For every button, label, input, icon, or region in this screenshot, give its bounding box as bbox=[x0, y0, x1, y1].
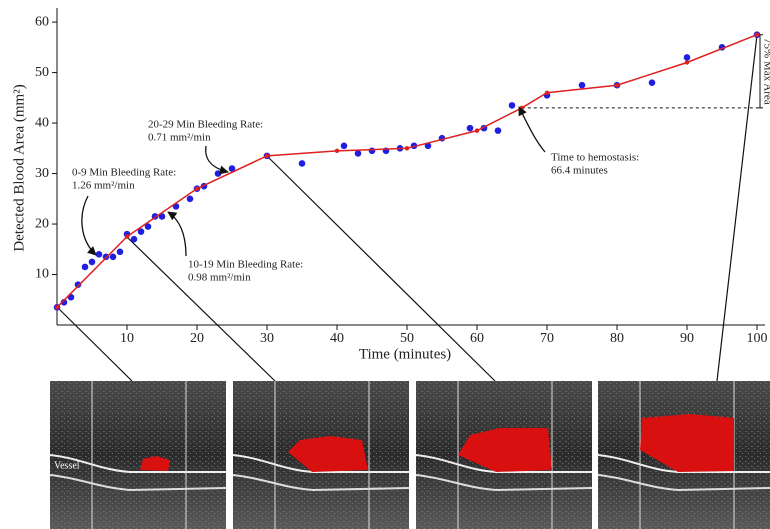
data-point bbox=[82, 264, 89, 271]
annotation: 66.4 minutes bbox=[551, 165, 608, 177]
x-tick-label: 70 bbox=[540, 331, 554, 346]
y-tick-label: 50 bbox=[35, 65, 49, 80]
y-tick-label: 30 bbox=[35, 166, 49, 181]
annotation-arrow bbox=[82, 196, 96, 255]
x-tick-label: 10 bbox=[120, 331, 134, 346]
x-tick-label: 80 bbox=[610, 331, 624, 346]
fit-vertex bbox=[335, 149, 339, 153]
fit-vertex bbox=[755, 33, 759, 37]
fit-vertex bbox=[125, 234, 129, 238]
annotation: 1.26 mm²/min bbox=[72, 180, 135, 192]
fit-vertex bbox=[55, 305, 59, 309]
annotation: 0.98 mm²/min bbox=[188, 272, 251, 284]
fit-vertex bbox=[265, 154, 269, 158]
x-tick-label: 30 bbox=[260, 331, 274, 346]
panel: Vessel bbox=[50, 381, 226, 529]
annotation-arrow bbox=[519, 107, 545, 152]
fit-vertex bbox=[475, 128, 479, 132]
chart: Vessel Time (minutes) Detected Blood Are… bbox=[0, 0, 770, 529]
x-tick-label: 40 bbox=[330, 331, 344, 346]
panel bbox=[416, 381, 592, 529]
x-tick-label: 100 bbox=[747, 331, 768, 346]
x-tick-label: 60 bbox=[470, 331, 484, 346]
x-tick-label: 90 bbox=[680, 331, 694, 346]
data-point bbox=[495, 127, 502, 134]
data-point bbox=[110, 254, 117, 261]
y-axis-title: Detected Blood Area (mm²) bbox=[11, 84, 27, 251]
fit-vertex bbox=[405, 146, 409, 150]
data-point bbox=[117, 248, 124, 255]
data-point bbox=[355, 150, 362, 157]
data-point bbox=[369, 148, 376, 155]
x-tick-label: 50 bbox=[400, 331, 414, 346]
annotation-arrow bbox=[206, 146, 228, 172]
data-point bbox=[467, 125, 474, 132]
data-point bbox=[299, 160, 306, 167]
panel bbox=[233, 381, 409, 529]
fit-vertex bbox=[615, 83, 619, 87]
y-tick-label: 20 bbox=[35, 216, 49, 231]
data-point bbox=[684, 54, 691, 61]
data-point bbox=[341, 142, 348, 149]
data-point bbox=[96, 251, 103, 258]
data-point bbox=[89, 259, 96, 266]
fit-vertex bbox=[545, 91, 549, 95]
annotation-arrow bbox=[168, 212, 186, 256]
ultrasound-panels: Vessel bbox=[50, 381, 770, 529]
bracket-label: 75% Max Area bbox=[761, 38, 770, 105]
data-point bbox=[649, 79, 656, 86]
y-tick-label: 60 bbox=[35, 14, 49, 29]
annotation: 10-19 Min Bleeding Rate: bbox=[188, 259, 303, 271]
fit-vertex bbox=[195, 186, 199, 190]
data-point bbox=[579, 82, 586, 89]
data-point bbox=[215, 170, 222, 177]
fit-vertex bbox=[685, 60, 689, 64]
panel bbox=[598, 381, 770, 529]
data-point bbox=[131, 236, 138, 243]
x-tick-label: 20 bbox=[190, 331, 204, 346]
y-tick-label: 10 bbox=[35, 267, 49, 282]
image-label: Vessel bbox=[54, 460, 80, 471]
y-tick-label: 40 bbox=[35, 115, 49, 130]
x-axis-title: Time (minutes) bbox=[359, 346, 451, 362]
data-point bbox=[187, 195, 194, 202]
annotation: Time to hemostasis: bbox=[551, 152, 639, 164]
annotation: 20-29 Min Bleeding Rate: bbox=[148, 119, 263, 131]
data-point bbox=[509, 102, 516, 109]
annotation: 0.71 mm²/min bbox=[148, 132, 211, 144]
annotation: 0-9 Min Bleeding Rate: bbox=[72, 167, 176, 179]
